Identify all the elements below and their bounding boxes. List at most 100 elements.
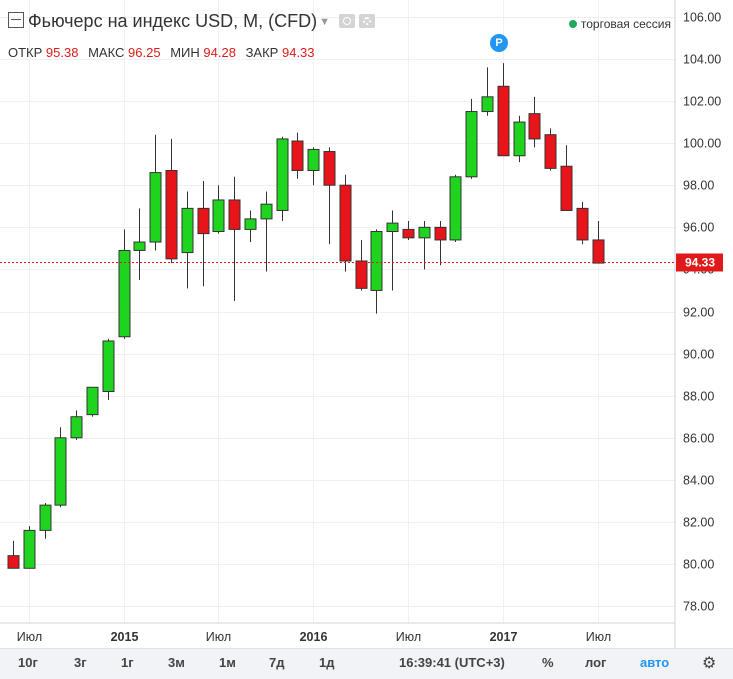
candle-body-up xyxy=(39,504,52,531)
candle-body-up xyxy=(418,226,431,239)
candle[interactable] xyxy=(149,134,162,251)
event-marker[interactable]: P xyxy=(490,34,508,52)
close-value: 94.33 xyxy=(281,45,315,60)
candle-body-down xyxy=(497,85,510,157)
candle-body-down xyxy=(434,226,447,241)
chart-legend: Фьючерс на индекс USD, M, (CFD) ▼ xyxy=(8,11,375,32)
candle-body-up xyxy=(23,529,36,569)
candle-body-up xyxy=(133,241,146,251)
settings-gear-icon[interactable]: ⚙ xyxy=(702,655,717,672)
candle[interactable] xyxy=(102,338,115,400)
percent-scale-button[interactable]: % xyxy=(542,655,554,670)
candle-body-down xyxy=(7,555,20,569)
candle[interactable] xyxy=(181,191,194,289)
range-7d-button[interactable]: 7д xyxy=(269,655,285,670)
candle[interactable] xyxy=(528,96,541,148)
open-label: ОТКР xyxy=(8,45,43,60)
candle[interactable] xyxy=(513,115,526,163)
y-tick-label: 104.00 xyxy=(683,53,721,67)
candle-body-down xyxy=(528,113,541,140)
candle-body-up xyxy=(118,249,131,338)
candle[interactable] xyxy=(339,174,352,272)
chevron-down-icon[interactable]: ▼ xyxy=(319,16,330,28)
chart-grid xyxy=(0,0,675,623)
candle[interactable] xyxy=(560,145,573,211)
y-tick-label: 100.00 xyxy=(683,137,721,151)
x-tick-label: Июл xyxy=(396,630,421,644)
range-1m-button[interactable]: 1м xyxy=(219,655,236,670)
candle[interactable] xyxy=(70,410,83,440)
candle[interactable] xyxy=(449,174,462,243)
candle-body-down xyxy=(228,199,241,230)
candle-body-down xyxy=(323,151,336,186)
candle[interactable] xyxy=(86,386,99,417)
candle-body-down xyxy=(592,239,605,264)
candle[interactable] xyxy=(465,98,478,179)
candle[interactable] xyxy=(197,181,210,287)
candle[interactable] xyxy=(260,191,273,272)
candle[interactable] xyxy=(118,229,131,339)
current-price-label: 94.33 xyxy=(685,256,715,270)
y-tick-label: 92.00 xyxy=(683,306,714,320)
candle[interactable] xyxy=(212,185,225,234)
range-1y-button[interactable]: 1г xyxy=(121,655,134,670)
candle[interactable] xyxy=(434,220,447,266)
gear-icon[interactable] xyxy=(359,14,375,28)
candle-body-down xyxy=(402,228,415,239)
candle[interactable] xyxy=(291,132,304,179)
auto-scale-button[interactable]: авто xyxy=(640,655,670,670)
x-axis: Июл 2015 Июл 2016 Июл 2017 Июл xyxy=(17,630,611,644)
candle[interactable] xyxy=(576,202,589,245)
candle[interactable] xyxy=(54,427,67,508)
candle[interactable] xyxy=(497,63,510,157)
clock-readout[interactable]: 16:39:41 (UTC+3) xyxy=(399,655,505,670)
candle-body-up xyxy=(212,199,225,233)
x-tick-label: Июл xyxy=(206,630,231,644)
candles xyxy=(7,63,605,569)
candle-body-up xyxy=(449,176,462,241)
eye-icon[interactable] xyxy=(339,14,355,28)
symbol-title[interactable]: Фьючерс на индекс USD, M, (CFD) xyxy=(28,11,318,31)
candle[interactable] xyxy=(276,136,289,221)
y-tick-label: 88.00 xyxy=(683,390,714,404)
current-price-tag: 94.33 xyxy=(676,253,723,272)
candle[interactable] xyxy=(402,220,415,240)
candle-body-down xyxy=(165,169,178,260)
low-value: 94.28 xyxy=(203,45,236,60)
candle-body-up xyxy=(181,207,194,254)
range-10y-button[interactable]: 10г xyxy=(18,655,38,670)
candle[interactable] xyxy=(355,239,368,291)
candle[interactable] xyxy=(307,147,320,186)
candle[interactable] xyxy=(23,526,36,569)
status-dot-icon xyxy=(568,20,577,28)
candle[interactable] xyxy=(133,208,146,280)
y-tick-label: 106.00 xyxy=(683,11,721,25)
candle[interactable] xyxy=(544,128,557,171)
candle[interactable] xyxy=(165,138,178,264)
collapse-icon[interactable] xyxy=(8,12,24,28)
candle[interactable] xyxy=(39,503,52,539)
candle[interactable] xyxy=(228,176,241,301)
trading-session-status: торговая сессия xyxy=(568,17,671,31)
x-tick-label: 2015 xyxy=(111,630,139,644)
range-3y-button[interactable]: 3г xyxy=(74,655,87,670)
candle-body-up xyxy=(86,386,99,416)
candle[interactable] xyxy=(418,220,431,270)
candle-body-down xyxy=(544,134,557,169)
candle[interactable] xyxy=(244,210,257,243)
y-tick-label: 84.00 xyxy=(683,474,714,488)
range-1d-button[interactable]: 1д xyxy=(319,655,335,670)
candle[interactable] xyxy=(370,229,383,314)
candle[interactable] xyxy=(323,147,336,245)
y-tick-label: 98.00 xyxy=(683,179,714,193)
candle[interactable] xyxy=(7,540,20,569)
candle-body-down xyxy=(576,207,589,241)
range-3m-button[interactable]: 3м xyxy=(168,655,185,670)
candle-body-up xyxy=(465,111,478,178)
y-tick-label: 86.00 xyxy=(683,432,714,446)
log-scale-button[interactable]: лог xyxy=(585,655,607,670)
candle[interactable] xyxy=(592,220,605,264)
candle[interactable] xyxy=(481,67,494,116)
price-chart[interactable]: 78.00 80.00 82.00 84.00 86.00 88.00 90.00 92.00… xyxy=(0,0,733,648)
candle[interactable] xyxy=(386,210,399,291)
